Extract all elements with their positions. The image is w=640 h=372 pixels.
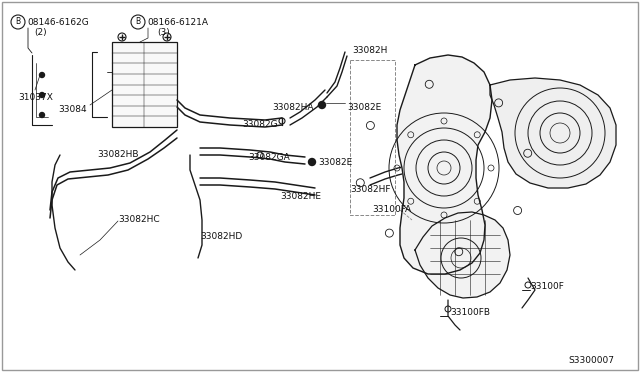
- Text: B: B: [136, 17, 141, 26]
- Text: 08166-6121A: 08166-6121A: [147, 18, 208, 27]
- Circle shape: [319, 102, 326, 109]
- Bar: [112, 42, 177, 127]
- Text: 33082E: 33082E: [347, 103, 381, 112]
- Circle shape: [40, 73, 45, 77]
- Text: B: B: [15, 17, 20, 26]
- Text: 33082HF: 33082HF: [350, 185, 390, 194]
- Text: 33082GA: 33082GA: [248, 153, 290, 162]
- Polygon shape: [397, 55, 492, 274]
- Circle shape: [40, 93, 45, 97]
- Circle shape: [40, 112, 45, 118]
- Polygon shape: [490, 78, 616, 188]
- Text: 33100FB: 33100FB: [450, 308, 490, 317]
- Text: 31037X: 31037X: [18, 93, 53, 102]
- Text: (2): (2): [34, 28, 47, 37]
- Text: 08146-6162G: 08146-6162G: [27, 18, 89, 27]
- Text: 33082H: 33082H: [352, 46, 387, 55]
- Polygon shape: [415, 212, 510, 298]
- Text: 33082G: 33082G: [242, 120, 278, 129]
- Text: 33082E: 33082E: [318, 158, 352, 167]
- Text: S3300007: S3300007: [568, 356, 614, 365]
- Text: 33100FA: 33100FA: [372, 205, 411, 214]
- Text: 33082HA: 33082HA: [272, 103, 314, 112]
- Text: 33082HE: 33082HE: [280, 192, 321, 201]
- Text: 33082HB: 33082HB: [97, 150, 138, 159]
- Text: 33100F: 33100F: [530, 282, 564, 291]
- Text: (3): (3): [157, 28, 170, 37]
- Text: 33082HD: 33082HD: [200, 232, 243, 241]
- Circle shape: [308, 158, 316, 166]
- Text: 33084: 33084: [58, 105, 87, 114]
- Text: 33082HC: 33082HC: [118, 215, 159, 224]
